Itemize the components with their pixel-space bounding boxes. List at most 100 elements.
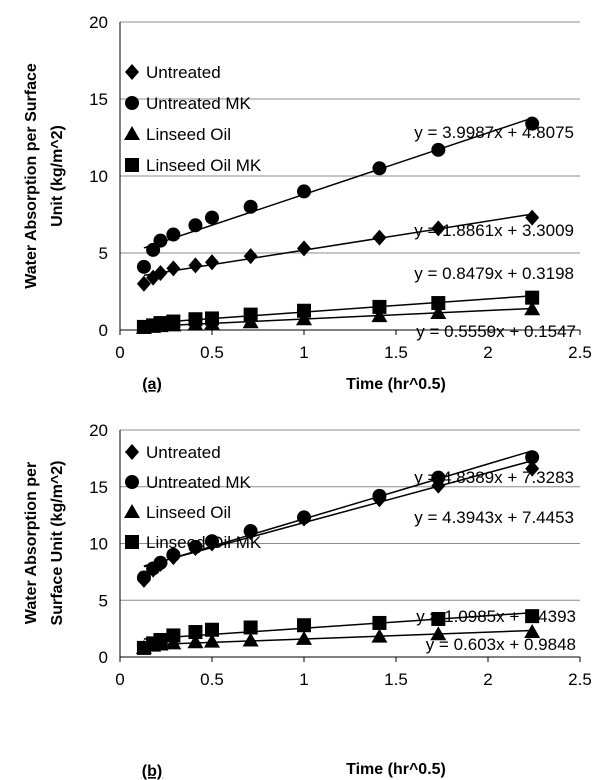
- data-point: [136, 259, 151, 274]
- legend-marker: [125, 475, 139, 489]
- data-point: [430, 305, 447, 320]
- data-point: [205, 534, 219, 549]
- trendline-equation: y = 4.3943x + 7.4453: [414, 508, 574, 527]
- data-point: [372, 488, 387, 503]
- y-tick-label: 10: [89, 167, 108, 186]
- y-axis-title-line: Surface Unit (kg/m^2): [49, 461, 66, 626]
- data-point: [431, 470, 446, 485]
- data-point: [204, 633, 220, 648]
- legend: Untreated Untreated MK Linseed Oil Linseed …: [124, 443, 262, 552]
- legend-marker: [125, 444, 139, 460]
- legend-label: Untreated: [146, 443, 221, 462]
- y-axis-title-line: Unit (kg/m^2): [49, 125, 66, 227]
- trendline-equation: y = 0.603x + 0.9848: [426, 635, 576, 654]
- trendline: [143, 117, 533, 249]
- y-axis-title: Water Absorption per Surface Unit (kg/m^2…: [23, 63, 66, 289]
- data-point: [136, 570, 151, 585]
- x-tick-label: 2.5: [568, 343, 592, 362]
- series-linseed-oil-mk: y = 0.8479x + 0.3198: [136, 264, 574, 334]
- y-tick-label: 15: [89, 90, 108, 109]
- data-point: [372, 161, 387, 176]
- data-point: [296, 630, 312, 645]
- data-point: [372, 615, 387, 630]
- data-point: [166, 547, 181, 562]
- x-tick-label: 0.5: [200, 343, 224, 362]
- data-point: [188, 218, 203, 233]
- data-point: [188, 539, 203, 554]
- data-point: [243, 307, 258, 322]
- series-untreated: y = 1.8861x + 3.3009: [136, 209, 574, 292]
- data-point: [296, 311, 312, 326]
- data-point: [525, 290, 540, 305]
- data-point: [525, 450, 540, 465]
- series-untreated-mk: y = 4.8389x + 7.3283: [136, 450, 574, 585]
- data-point: [136, 275, 151, 292]
- x-tick-label: 1: [299, 670, 308, 689]
- data-point: [242, 632, 259, 647]
- legend-marker: [125, 535, 139, 549]
- legend-label: Linseed Oil MK: [146, 533, 262, 552]
- y-axis-title-line: Water Absorption per: [23, 462, 40, 624]
- series-linseed-oil-mk: y = 1.0985x + 1.4393: [136, 607, 576, 655]
- trendline-equation: y = 0.5559x + 0.1547: [416, 322, 576, 341]
- x-axis-title: Time (hr^0.5): [346, 376, 446, 393]
- data-point: [153, 555, 168, 570]
- legend-label: Untreated: [146, 63, 221, 82]
- y-tick-label: 10: [89, 535, 108, 554]
- legend-label: Untreated MK: [146, 94, 252, 113]
- x-tick-label: 1.5: [384, 670, 408, 689]
- y-tick-label: 20: [89, 13, 108, 32]
- data-point: [297, 303, 311, 318]
- data-point: [153, 316, 168, 331]
- data-point: [187, 634, 204, 649]
- x-tick-label: 2: [483, 343, 492, 362]
- data-point: [243, 524, 258, 539]
- y-tick-label: 15: [89, 478, 108, 497]
- data-point: [525, 209, 540, 226]
- panel-label: (a): [142, 376, 162, 393]
- data-point: [525, 460, 540, 477]
- y-tick-label: 0: [99, 648, 108, 667]
- y-tick-label: 5: [99, 591, 108, 610]
- x-tick-label: 0.5: [200, 670, 224, 689]
- data-point: [431, 611, 446, 626]
- data-point: [205, 254, 219, 271]
- chart-panel-b: 0 5 10 15 20 0 0.5 1 1.5 2 2.5 Time (hr^0.5) Water A…: [23, 421, 592, 780]
- data-point: [371, 308, 388, 323]
- x-tick-label: 1: [299, 343, 308, 362]
- legend-label: Linseed Oil: [146, 125, 231, 144]
- data-point: [297, 240, 311, 257]
- trendline-equation: y = 4.8389x + 7.3283: [414, 468, 574, 487]
- legend-marker: [124, 126, 140, 140]
- data-point: [431, 220, 446, 237]
- data-point: [431, 296, 446, 311]
- data-point: [431, 142, 446, 157]
- panel-label: (b): [142, 763, 162, 780]
- trendline-equation: y = 1.0985x + 1.4393: [416, 607, 576, 626]
- data-point: [188, 625, 203, 640]
- data-point: [371, 628, 388, 643]
- legend-marker: [125, 96, 139, 110]
- trendline-equation: y = 1.8861x + 3.3009: [414, 221, 574, 240]
- data-point: [205, 311, 219, 326]
- x-tick-label: 2: [483, 670, 492, 689]
- y-tick-label: 0: [99, 321, 108, 340]
- y-tick-label: 20: [89, 421, 108, 440]
- trendline: [143, 450, 533, 568]
- data-point: [153, 265, 168, 282]
- data-point: [205, 210, 219, 225]
- data-point: [188, 257, 203, 274]
- data-point: [297, 618, 311, 633]
- chart-panel-a: 0 5 10 15 20 0 0.5 1 1.5 2 2.5 Time (hr^0.5) Water A…: [23, 13, 592, 393]
- y-tick-label: 5: [99, 244, 108, 263]
- y-axis-title-line: Water Absorption per Surface: [23, 63, 40, 289]
- legend-label: Linseed Oil MK: [146, 156, 262, 175]
- data-point: [430, 626, 447, 641]
- data-point: [153, 632, 168, 647]
- x-tick-label: 0: [115, 670, 124, 689]
- data-point: [372, 229, 387, 246]
- x-axis-title: Time (hr^0.5): [346, 761, 446, 778]
- legend-label: Linseed Oil: [146, 503, 231, 522]
- data-point: [524, 301, 541, 316]
